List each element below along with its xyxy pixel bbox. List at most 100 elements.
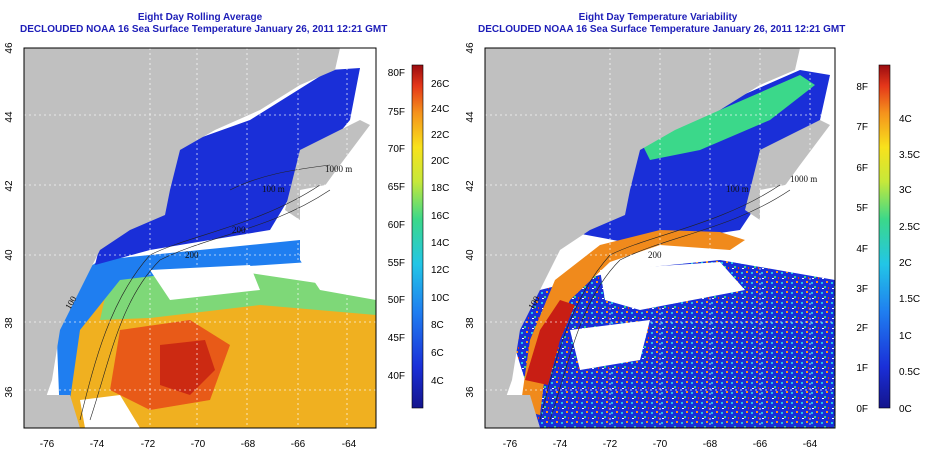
left-x-tick: -64 <box>342 439 357 450</box>
colorbar-f-label: 5F <box>856 203 868 214</box>
right-graticule <box>485 48 835 428</box>
colorbar-f-label: 0F <box>856 404 868 415</box>
right-contour-label: 1000 m <box>790 174 817 184</box>
colorbar-c-label: 0C <box>899 404 912 415</box>
right-map-subtitle: DECLOUDED NOAA 16 Sea Surface Temperatur… <box>478 24 846 35</box>
left-map-subtitle: DECLOUDED NOAA 16 Sea Surface Temperatur… <box>20 24 388 35</box>
colorbar-f-label: 55F <box>388 258 405 269</box>
colorbar-c-label: 24C <box>431 104 449 115</box>
left-y-tick: 40 <box>4 249 15 261</box>
left-sst-shelf <box>55 240 310 420</box>
left-land-southeast <box>24 395 80 428</box>
colorbar-c-label: 8C <box>431 320 444 331</box>
colorbar-f-label: 40F <box>388 371 405 382</box>
left-colorbar-c-labels: 26C 24C 22C 20C 18C 16C 14C 12C 10C 8C 6… <box>431 79 449 387</box>
left-x-tick: -74 <box>90 439 105 450</box>
left-no-data-blotch <box>300 175 376 300</box>
colorbar-f-label: 8F <box>856 82 868 93</box>
left-y-tick: 36 <box>4 386 15 398</box>
left-x-tick: -72 <box>141 439 156 450</box>
colorbar-c-label: 2C <box>899 258 912 269</box>
colorbar-c-label: 16C <box>431 211 449 222</box>
left-sst-core <box>160 340 215 395</box>
left-x-tick: -68 <box>241 439 256 450</box>
right-variability-peak <box>525 300 575 385</box>
left-contour-label: 100 m <box>262 184 285 194</box>
left-y-tick: 38 <box>4 317 15 329</box>
right-y-tick: 38 <box>465 317 476 329</box>
right-x-tick: -70 <box>653 439 668 450</box>
colorbar-f-label: 70F <box>388 144 405 155</box>
left-no-data-blotch <box>150 265 260 300</box>
colorbar-f-label: 75F <box>388 107 405 118</box>
left-map-title: Eight Day Rolling Average DECLOUDED NOAA… <box>20 12 388 36</box>
colorbar-c-label: 20C <box>431 156 449 167</box>
colorbar-f-label: 80F <box>388 68 405 79</box>
right-colorbar-c-labels: 4C 3.5C 3C 2.5C 2C 1.5C 1C 0.5C 0C <box>899 114 920 415</box>
right-no-data-blotch <box>760 175 835 260</box>
right-y-tick: 40 <box>465 249 476 261</box>
colorbar-c-label: 6C <box>431 348 444 359</box>
right-map-title: Eight Day Temperature Variability DECLOU… <box>478 12 846 36</box>
left-y-axis: 46 44 42 40 38 36 <box>4 42 15 398</box>
right-x-tick: -66 <box>753 439 768 450</box>
right-no-data-blotch <box>600 262 745 310</box>
right-x-tick: -68 <box>703 439 718 450</box>
colorbar-f-label: 7F <box>856 122 868 133</box>
left-colorbar: 80F 75F 70F 65F 60F 55F 50F 45F 40F 26C … <box>388 64 449 409</box>
left-colorbar-gradient <box>411 64 424 409</box>
right-x-tick: -64 <box>803 439 818 450</box>
colorbar-c-label: 4C <box>899 114 912 125</box>
right-colorbar: 8F 7F 6F 5F 4F 3F 2F 1F 0F 4C 3.5C 3C 2.… <box>856 64 920 415</box>
left-graticule <box>24 48 376 428</box>
right-map-frame <box>484 47 836 429</box>
colorbar-f-label: 2F <box>856 323 868 334</box>
colorbar-f-label: 60F <box>388 220 405 231</box>
colorbar-c-label: 26C <box>431 79 449 90</box>
colorbar-c-label: 10C <box>431 293 449 304</box>
left-contour-label: 200 <box>232 225 246 235</box>
colorbar-c-label: 1C <box>899 331 912 342</box>
left-contour-label: 200 <box>185 250 199 260</box>
colorbar-f-label: 6F <box>856 163 868 174</box>
colorbar-c-label: 2.5C <box>899 222 920 233</box>
colorbar-c-label: 14C <box>431 238 449 249</box>
right-contour-label: 200 <box>648 250 662 260</box>
left-y-tick: 42 <box>4 180 15 192</box>
right-x-tick: -72 <box>603 439 618 450</box>
right-x-tick: -76 <box>503 439 518 450</box>
colorbar-c-label: 3C <box>899 185 912 196</box>
left-land <box>24 48 340 410</box>
left-colorbar-f-labels: 80F 75F 70F 65F 60F 55F 50F 45F 40F <box>388 68 405 382</box>
colorbar-c-label: 22C <box>431 130 449 141</box>
left-x-tick: -70 <box>191 439 206 450</box>
right-bathy-contour <box>549 189 791 421</box>
right-y-tick: 46 <box>465 42 476 54</box>
left-no-data-blotch <box>80 395 140 428</box>
right-colorbar-f-labels: 8F 7F 6F 5F 4F 3F 2F 1F 0F <box>856 82 868 415</box>
left-x-axis: -76 -74 -72 -70 -68 -66 -64 <box>40 439 357 450</box>
colorbar-c-label: 1.5C <box>899 294 920 305</box>
colorbar-f-label: 4F <box>856 244 868 255</box>
left-x-tick: -76 <box>40 439 55 450</box>
right-map: 100 m 1000 m 200 100 -76 -74 -72 -70 -68… <box>465 42 836 450</box>
left-map-title-line1: Eight Day Rolling Average <box>137 12 263 23</box>
right-y-axis: 46 44 42 40 38 36 <box>465 42 476 398</box>
right-colorbar-gradient <box>878 64 891 409</box>
left-y-tick: 46 <box>4 42 15 54</box>
left-x-tick: -66 <box>291 439 306 450</box>
right-variability-mid <box>640 75 815 160</box>
right-contour-label: 100 m <box>726 184 749 194</box>
colorbar-f-label: 50F <box>388 295 405 306</box>
left-bathy-contour <box>229 164 331 191</box>
colorbar-c-label: 12C <box>431 265 449 276</box>
colorbar-f-label: 3F <box>856 284 868 295</box>
right-variability-field <box>500 260 835 428</box>
right-land <box>485 48 800 410</box>
colorbar-c-label: 0.5C <box>899 367 920 378</box>
right-land-southeast <box>485 395 540 428</box>
right-y-tick: 42 <box>465 180 476 192</box>
left-y-tick: 44 <box>4 111 15 123</box>
right-y-tick: 44 <box>465 111 476 123</box>
